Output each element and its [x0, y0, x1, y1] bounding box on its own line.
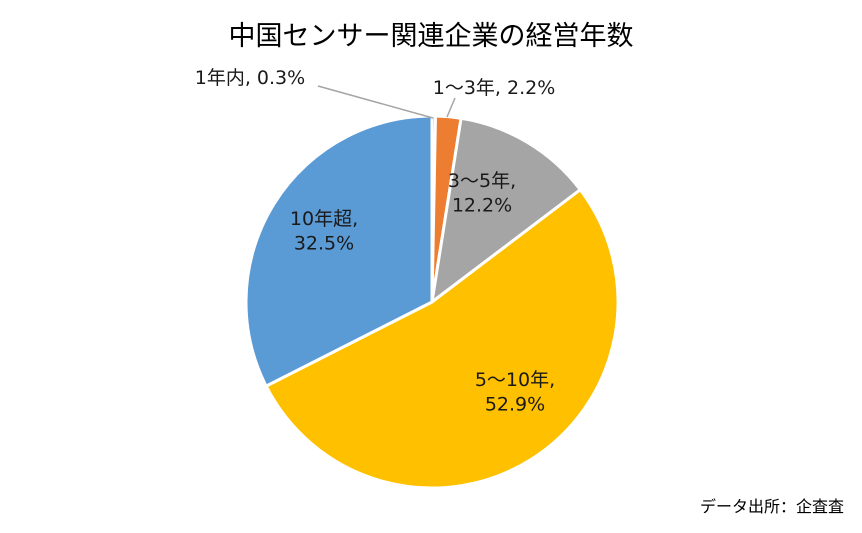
slice-label-3: 3～5年, 12.2%: [448, 170, 516, 217]
slice-label-line: 5～10年,: [475, 369, 555, 391]
slice-label-line: 10年超,: [290, 208, 358, 230]
slice-label-line: 52.9%: [485, 394, 545, 416]
slice-label-2: 1～3年, 2.2%: [433, 77, 556, 99]
slice-label-1: 1年内, 0.3%: [195, 67, 305, 89]
slice-label-line: 1年内, 0.3%: [195, 67, 305, 89]
leader-lines: [317, 85, 456, 119]
pie-slice-3: [430, 116, 582, 304]
leader-line-2: [446, 97, 456, 118]
slice-label-line: 1～3年, 2.2%: [433, 77, 556, 99]
leader-line-1: [317, 85, 434, 119]
slice-label-line: 12.2%: [452, 195, 512, 217]
pie-slice-4: [264, 188, 620, 490]
slice-labels: 1年内, 0.3% 1～3年, 2.2% 3～5年, 12.2% 5～10年, 52.9%…: [195, 67, 555, 416]
chart-title: 中国センサー関連企業の経営年数: [228, 21, 634, 52]
pie-slices: [244, 114, 620, 490]
slice-label-line: 32.5%: [294, 233, 354, 255]
slice-label-5: 10年超, 32.5%: [290, 208, 358, 255]
pie-slice-5: [244, 114, 434, 388]
slice-label-4: 5～10年, 52.9%: [475, 369, 555, 416]
source-note: データ出所：企査査: [699, 497, 844, 516]
slice-label-line: 3～5年,: [448, 170, 516, 192]
